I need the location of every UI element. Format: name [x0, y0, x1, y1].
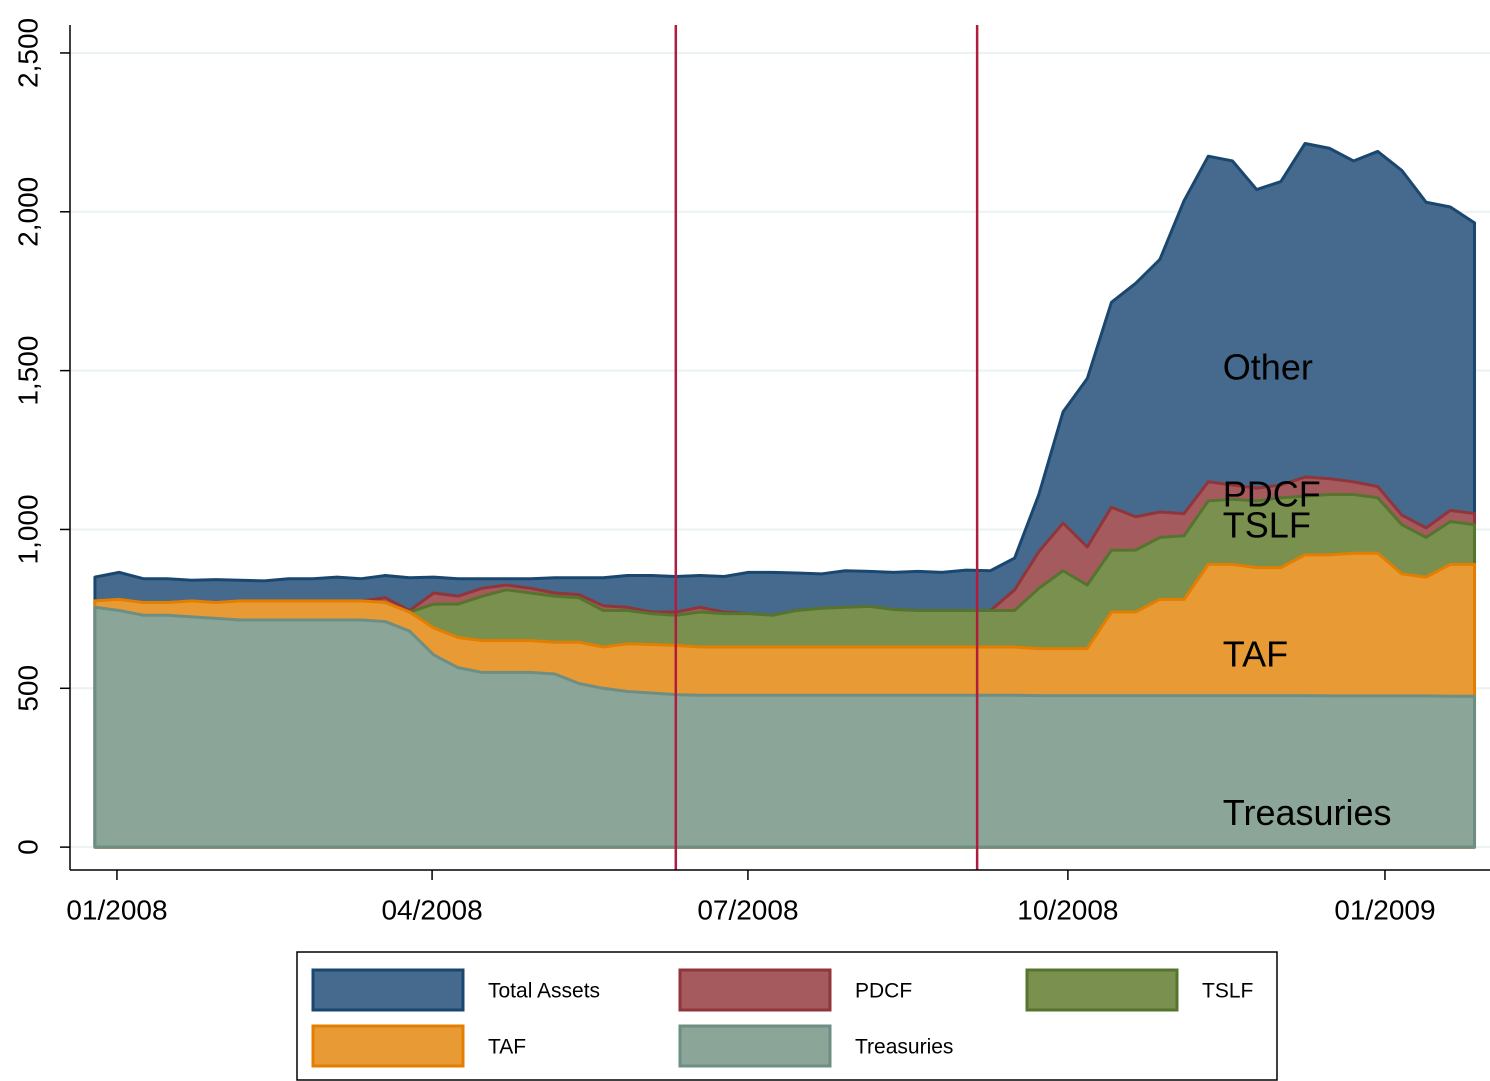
- x-tick-label: 04/2008: [381, 894, 482, 925]
- legend-label: Total Assets: [488, 980, 600, 1003]
- legend-label: TSLF: [1202, 980, 1253, 1003]
- legend-swatch: [1025, 968, 1179, 1012]
- y-tick-label: 0: [12, 839, 43, 855]
- x-tick-label: 01/2009: [1334, 894, 1435, 925]
- area: [93, 605, 1477, 849]
- y-tick-label: 1,000: [12, 494, 43, 564]
- y-tick-label: 1,500: [12, 336, 43, 406]
- y-tick-label: 2,000: [12, 177, 43, 247]
- x-tick-label: 01/2008: [66, 894, 167, 925]
- x-tick-label: 10/2008: [1017, 894, 1118, 925]
- annotation: TAF: [1223, 634, 1288, 675]
- annotation: PDCF: [1223, 474, 1321, 515]
- annotation: Treasuries: [1223, 792, 1392, 833]
- legend-swatch: [678, 1024, 832, 1068]
- legend-swatch: [678, 968, 832, 1012]
- legend-label: TAF: [488, 1036, 526, 1059]
- y-tick-label: 2,500: [12, 18, 43, 88]
- legend-swatch: [311, 968, 465, 1012]
- legend-label: Treasuries: [855, 1036, 953, 1059]
- legend-swatch: [311, 1024, 465, 1068]
- legend-label: PDCF: [855, 980, 912, 1003]
- annotation: Other: [1223, 347, 1313, 388]
- y-tick-label: 500: [12, 665, 43, 712]
- annotation: TSLF: [1223, 505, 1311, 546]
- x-tick-label: 07/2008: [697, 894, 798, 925]
